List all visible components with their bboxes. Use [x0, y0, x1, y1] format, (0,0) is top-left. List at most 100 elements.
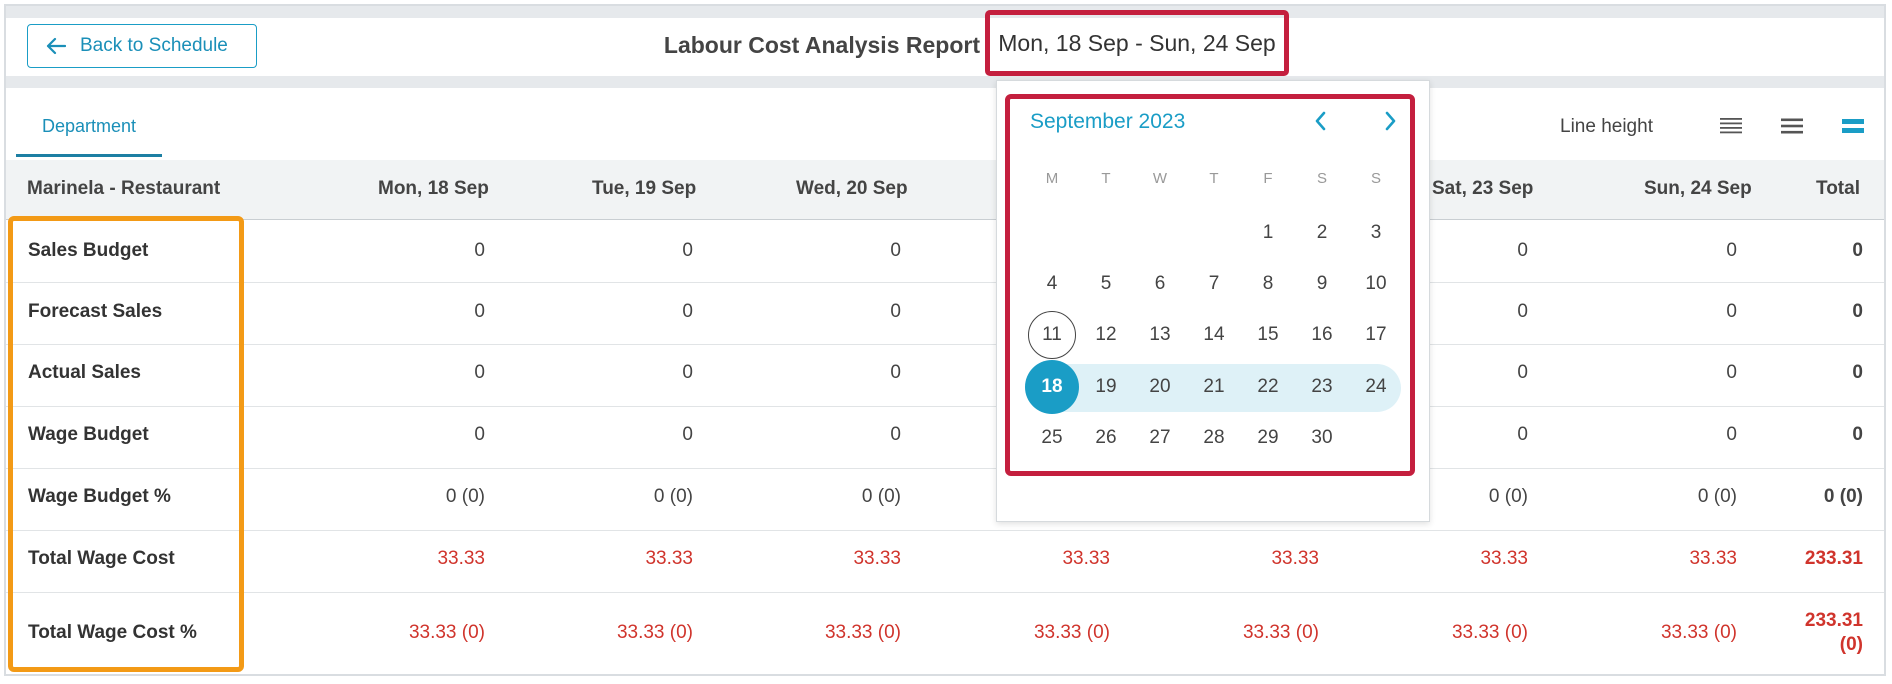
column-header-day: Mon, 18 Sep [378, 178, 489, 199]
calendar-day[interactable]: 19 [1095, 376, 1117, 397]
table-cell: 0 [682, 240, 693, 261]
table-cell: 0 [474, 424, 485, 445]
row-divider [6, 530, 1884, 531]
table-cell: 0 [1726, 301, 1737, 322]
table-cell: 0 (0) [861, 486, 901, 507]
chevron-left-icon[interactable] [1309, 108, 1333, 134]
row-divider [6, 468, 1884, 469]
table-cell: 0 [1726, 240, 1737, 261]
table-cell: 0 [474, 301, 485, 322]
row-label: Total Wage Cost [28, 548, 175, 569]
chevron-right-icon[interactable] [1378, 108, 1402, 134]
column-header-day: Sun, 24 Sep [1644, 178, 1752, 199]
table-cell: 33.33 (0) [1451, 622, 1528, 643]
table-cell: 0 [1517, 240, 1528, 261]
column-header-day: Wed, 20 Sep [796, 178, 908, 199]
table-cell: 33.33 [1271, 548, 1319, 569]
table-cell: 33.33 (0) [1033, 622, 1110, 643]
calendar-day[interactable]: 28 [1203, 427, 1225, 448]
table-cell: 33.33 [1480, 548, 1528, 569]
active-tab-indicator [16, 154, 162, 157]
calendar-day[interactable]: 3 [1370, 222, 1382, 243]
calendar-day[interactable]: 29 [1257, 427, 1279, 448]
calendar-popup [996, 80, 1430, 522]
table-cell: 0 [1726, 424, 1737, 445]
calendar-day[interactable]: 30 [1311, 427, 1333, 448]
calendar-day[interactable]: 4 [1046, 273, 1058, 294]
table-cell: 0 [1517, 301, 1528, 322]
table-cell: 33.33 (0) [616, 622, 693, 643]
calendar-day[interactable]: 23 [1311, 376, 1333, 397]
table-cell: 33.33 [853, 548, 901, 569]
row-divider [6, 282, 1884, 283]
table-cell: 0 (0) [653, 486, 693, 507]
page-title: Labour Cost Analysis Report [663, 32, 980, 58]
calendar-day[interactable]: 2 [1316, 222, 1328, 243]
line-height-compact-icon[interactable] [1718, 116, 1744, 136]
table-cell: 33.33 [1689, 548, 1737, 569]
row-divider [6, 344, 1884, 345]
date-range-picker[interactable]: Mon, 18 Sep - Sun, 24 Sep [985, 10, 1289, 76]
total-cell: 233.31 [1804, 548, 1863, 569]
calendar-day[interactable]: 18 [1025, 360, 1079, 414]
total-cell: 233.31 [1804, 610, 1863, 631]
report-frame [4, 4, 1886, 676]
table-cell: 33.33 (0) [824, 622, 901, 643]
calendar-day[interactable]: 11 [1028, 311, 1076, 359]
calendar-day[interactable]: 8 [1262, 273, 1274, 294]
calendar-day[interactable]: 22 [1257, 376, 1279, 397]
row-divider [6, 592, 1884, 593]
table-header [6, 160, 1884, 220]
calendar-day[interactable]: 10 [1365, 273, 1387, 294]
line-height-large-icon[interactable] [1840, 116, 1866, 136]
calendar-day[interactable]: 15 [1257, 324, 1279, 345]
back-to-schedule-button[interactable]: Back to Schedule [27, 24, 257, 68]
sub-band [6, 76, 1884, 88]
calendar-day[interactable]: 21 [1203, 376, 1225, 397]
calendar-day[interactable]: 24 [1365, 376, 1387, 397]
selected-week-highlight [1025, 364, 1401, 412]
header-bar [6, 18, 1884, 76]
weekday-label: T [1209, 170, 1219, 187]
table-cell: 33.33 (0) [1660, 622, 1737, 643]
calendar-day[interactable]: 20 [1149, 376, 1171, 397]
row-label: Actual Sales [28, 362, 141, 383]
calendar-day[interactable]: 7 [1208, 273, 1220, 294]
calendar-day[interactable]: 14 [1203, 324, 1225, 345]
total-cell: 0 [1852, 240, 1863, 261]
table-cell: 33.33 (0) [1242, 622, 1319, 643]
column-header-total: Total [1816, 178, 1860, 199]
weekday-label: M [1045, 170, 1059, 187]
table-cell: 0 [890, 424, 901, 445]
calendar-day[interactable]: 12 [1095, 324, 1117, 345]
calendar-day[interactable]: 25 [1041, 427, 1063, 448]
column-header-day: Sat, 23 Sep [1432, 178, 1534, 199]
calendar-day[interactable]: 1 [1262, 222, 1274, 243]
line-height-medium-icon[interactable] [1779, 116, 1805, 136]
weekday-label: T [1101, 170, 1111, 187]
calendar-day[interactable]: 13 [1149, 324, 1171, 345]
table-cell: 0 [682, 424, 693, 445]
tab-department[interactable]: Department [41, 116, 137, 136]
arrow-left-icon [46, 37, 66, 55]
calendar-day[interactable]: 6 [1154, 273, 1166, 294]
table-cell: 0 [1517, 362, 1528, 383]
calendar-day[interactable]: 9 [1316, 273, 1328, 294]
table-cell: 0 [474, 240, 485, 261]
weekday-label: S [1370, 170, 1381, 187]
calendar-day[interactable]: 5 [1100, 273, 1112, 294]
weekday-label: W [1152, 170, 1168, 187]
row-label: Wage Budget % [28, 486, 171, 507]
table-cell: 0 (0) [1697, 486, 1737, 507]
table-cell: 0 [474, 362, 485, 383]
row-label: Forecast Sales [28, 301, 163, 322]
table-cell: 33.33 [437, 548, 485, 569]
line-height-label: Line height [1560, 116, 1653, 137]
calendar-day[interactable]: 27 [1149, 427, 1171, 448]
calendar-day[interactable]: 26 [1095, 427, 1117, 448]
table-cell: 33.33 [645, 548, 693, 569]
calendar-day[interactable]: 16 [1311, 324, 1333, 345]
table-cell: 0 (0) [1488, 486, 1528, 507]
calendar-day[interactable]: 17 [1365, 324, 1387, 345]
weekday-label: S [1316, 170, 1327, 187]
